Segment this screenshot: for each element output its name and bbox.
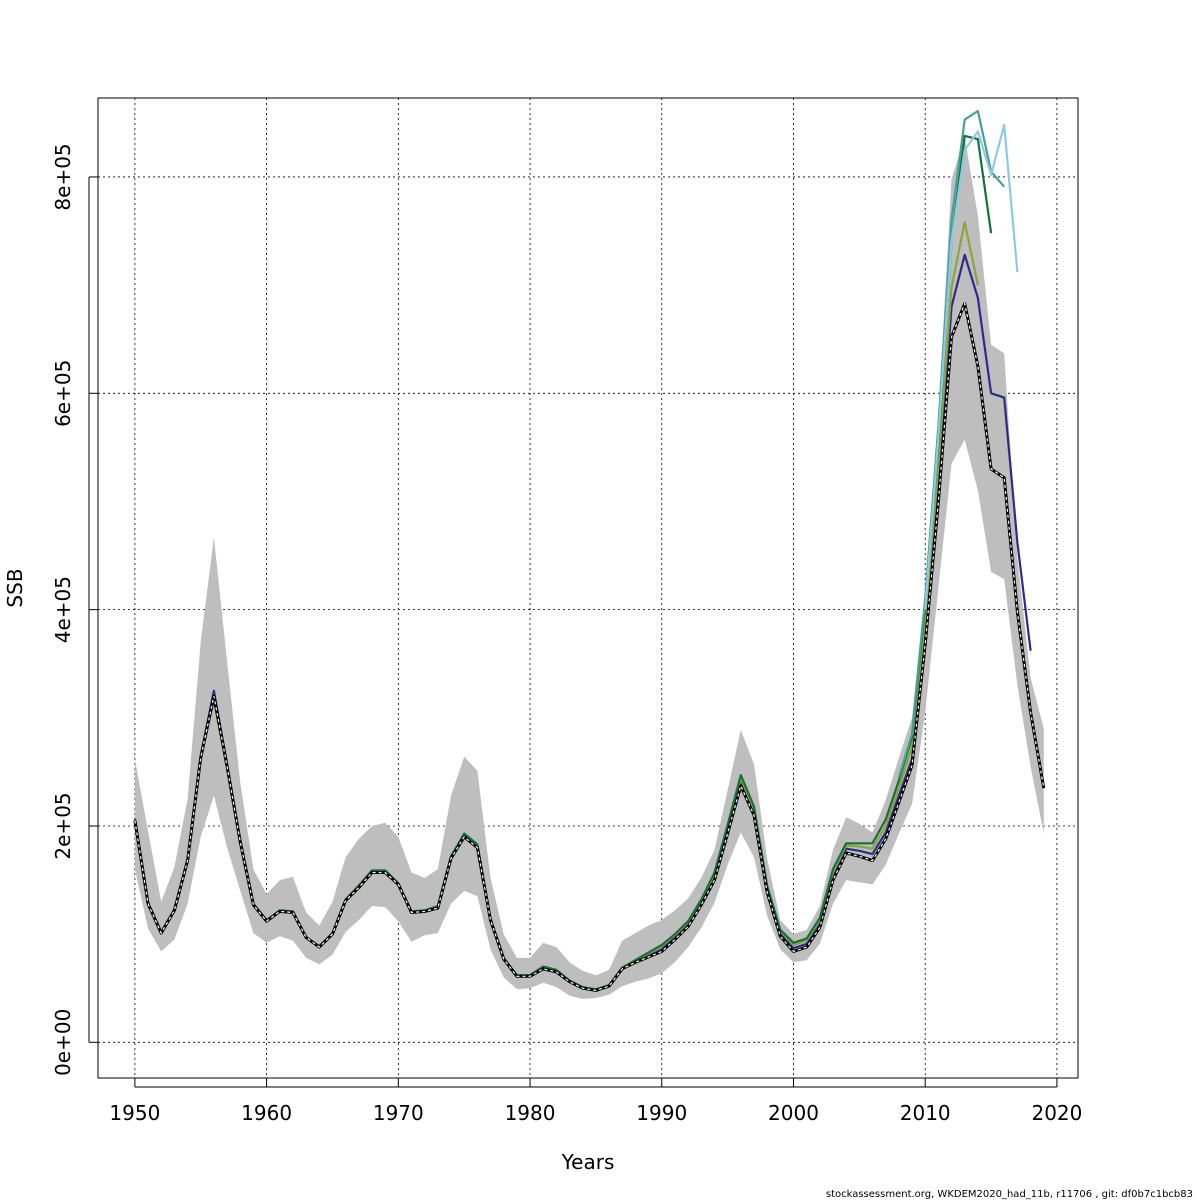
- x-tick-label: 1950: [109, 1101, 160, 1125]
- series-line-retro-1: [133, 253, 1032, 992]
- y-tick-label: 0e+00: [51, 1009, 75, 1076]
- series-line-retro-4: [897, 109, 1006, 778]
- x-axis-title: Years: [561, 1150, 615, 1174]
- y-tick-label: 8e+05: [51, 143, 75, 210]
- y-tick-label: 2e+05: [51, 792, 75, 859]
- series-line-final: [133, 302, 1046, 992]
- footer-note: stockassessment.org, WKDEM2020_had_11b, …: [826, 1189, 1193, 1200]
- confidence-band: [134, 136, 1044, 999]
- y-axis: 0e+00 2e+05 4e+05 6e+05 8e+05: [51, 143, 98, 1076]
- x-tick-label: 1990: [636, 1101, 687, 1125]
- series-line-retro-5: [924, 123, 1019, 610]
- series-line-final-dash: [134, 301, 1045, 992]
- series-layer: [133, 109, 1046, 992]
- y-tick-label: 4e+05: [51, 576, 75, 643]
- x-tick-label: 2020: [1031, 1101, 1082, 1125]
- x-tick-label: 2010: [900, 1101, 951, 1125]
- y-axis-title: SSB: [3, 568, 27, 607]
- x-tick-label: 2000: [768, 1101, 819, 1125]
- x-tick-label: 1960: [241, 1101, 292, 1125]
- x-axis: 1950 1960 1970 1980 1990 2000 2010 2020: [109, 1078, 1082, 1125]
- x-tick-label: 1970: [373, 1101, 424, 1125]
- y-tick-label: 6e+05: [51, 360, 75, 427]
- plot-frame: [97, 97, 1079, 1079]
- x-tick-label: 1980: [505, 1101, 556, 1125]
